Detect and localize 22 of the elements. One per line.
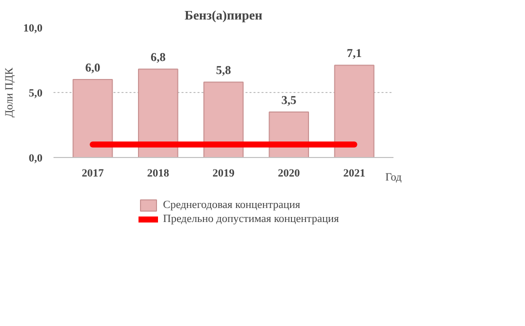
data-label: 6,0 <box>85 60 100 74</box>
data-label: 3,5 <box>281 93 296 107</box>
legend-label: Предельно допустимая концентрация <box>163 212 339 226</box>
y-tick-label: 10,0 <box>23 22 43 34</box>
y-tick-label: 5,0 <box>28 88 43 100</box>
y-tick-label: 0,0 <box>28 152 43 164</box>
chart-title: Бенз(а)пирен <box>184 8 263 22</box>
x-tick-label: 2020 <box>278 168 300 180</box>
data-label: 5,8 <box>216 63 231 78</box>
x-tick-label: 2017 <box>82 168 104 180</box>
x-axis-title: Год <box>385 172 402 184</box>
x-tick-label: 2018 <box>147 168 170 180</box>
bar <box>72 79 113 158</box>
x-tick-label: 2019 <box>212 168 235 180</box>
data-label: 6,8 <box>150 50 166 64</box>
legend-label: Среднегодовая концентрация <box>163 198 300 212</box>
bar <box>138 68 178 158</box>
bar <box>334 64 374 158</box>
bar <box>203 82 244 158</box>
data-label: 7,1 <box>346 46 362 60</box>
y-axis-title: Доли ПДК <box>3 66 16 118</box>
x-tick-label: 2021 <box>343 168 366 180</box>
